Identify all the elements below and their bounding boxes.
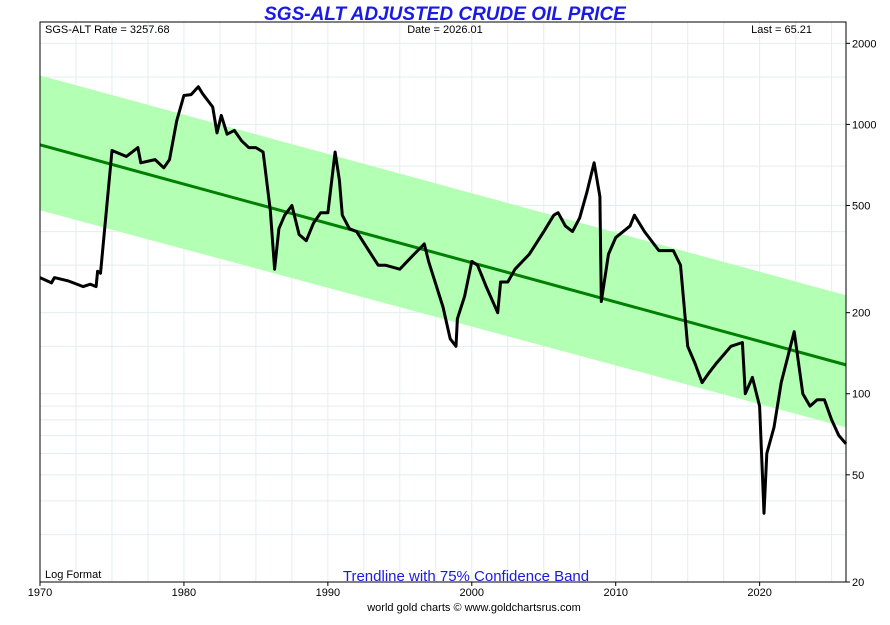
y-tick-label: 200 xyxy=(852,308,870,320)
trendline xyxy=(39,143,847,367)
x-tick-label: 1970 xyxy=(28,587,52,599)
y-tick-label: 500 xyxy=(852,200,870,212)
x-tick-label: 1980 xyxy=(172,587,196,599)
credit-line: world gold charts © www.goldchartsrus.co… xyxy=(366,602,581,614)
y-tick-label: 1000 xyxy=(852,119,876,131)
x-tick-label: 2010 xyxy=(603,587,627,599)
x-tick-label: 2000 xyxy=(460,587,484,599)
plot-frame xyxy=(39,21,847,583)
last-label: Last = 65.21 xyxy=(751,24,812,36)
y-tick-label: 20 xyxy=(852,577,864,589)
date-label: Date = 2026.01 xyxy=(407,24,483,36)
chart-title: SGS-ALT ADJUSTED CRUDE OIL PRICE xyxy=(264,4,627,25)
y-axis-ticks: 2000 1000 500 200 100 50 20 xyxy=(846,38,876,589)
x-tick-label: 1990 xyxy=(316,587,340,599)
price-series-line xyxy=(39,85,848,515)
format-label: Log Format xyxy=(45,569,101,581)
x-tick-label: 2020 xyxy=(747,587,771,599)
rate-label: SGS-ALT Rate = 3257.68 xyxy=(45,24,170,36)
y-tick-label: 2000 xyxy=(852,38,876,50)
y-tick-label: 50 xyxy=(852,470,864,482)
confidence-band xyxy=(40,75,846,428)
band-label: Trendline with 75% Confidence Band xyxy=(343,568,589,585)
y-tick-label: 100 xyxy=(852,389,870,401)
x-axis-ticks: 1970 1980 1990 2000 2010 2020 xyxy=(28,582,772,599)
